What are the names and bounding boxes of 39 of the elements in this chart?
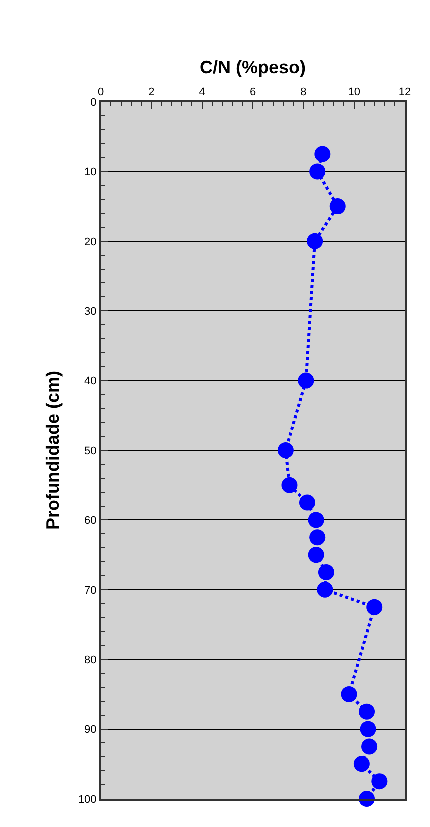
y-tick-label: 40 (84, 376, 97, 388)
point (310, 530, 326, 546)
y-axis-title: Profundidade (cm) (43, 370, 64, 530)
point (307, 233, 324, 250)
y-tick-label: 70 (84, 584, 97, 597)
y-tick-label: 30 (84, 306, 97, 318)
x-tick-label: 12 (398, 86, 412, 99)
point (310, 164, 326, 180)
point (282, 477, 298, 494)
y-tick-label: 100 (78, 794, 97, 806)
x-tick-label: 4 (199, 86, 206, 99)
y-tick-label: 20 (84, 236, 97, 248)
x-axis-title: C/N (%peso) (200, 57, 306, 78)
point (308, 547, 324, 564)
point (341, 686, 358, 702)
point (314, 146, 331, 162)
y-tick-label: 90 (84, 724, 97, 736)
x-tick-label: 8 (300, 86, 307, 99)
y-tick-label: 80 (84, 654, 97, 666)
point (360, 721, 376, 738)
point (298, 372, 314, 389)
point (366, 599, 383, 616)
y-tick-label: 0 (90, 96, 97, 109)
point (372, 774, 388, 790)
y-tick-label: 10 (84, 166, 97, 179)
point (330, 198, 346, 215)
point (299, 494, 316, 511)
point (308, 512, 324, 528)
point (362, 738, 378, 755)
y-tick-label: 60 (84, 515, 97, 528)
point (359, 704, 375, 720)
point (317, 582, 334, 598)
y-tick-label: 50 (84, 445, 97, 458)
x-tick-label: 2 (148, 86, 155, 99)
point (318, 564, 334, 580)
x-tick-label: 10 (348, 86, 360, 99)
x-tick-label: 6 (250, 86, 256, 99)
point (354, 756, 370, 772)
point (278, 442, 294, 458)
